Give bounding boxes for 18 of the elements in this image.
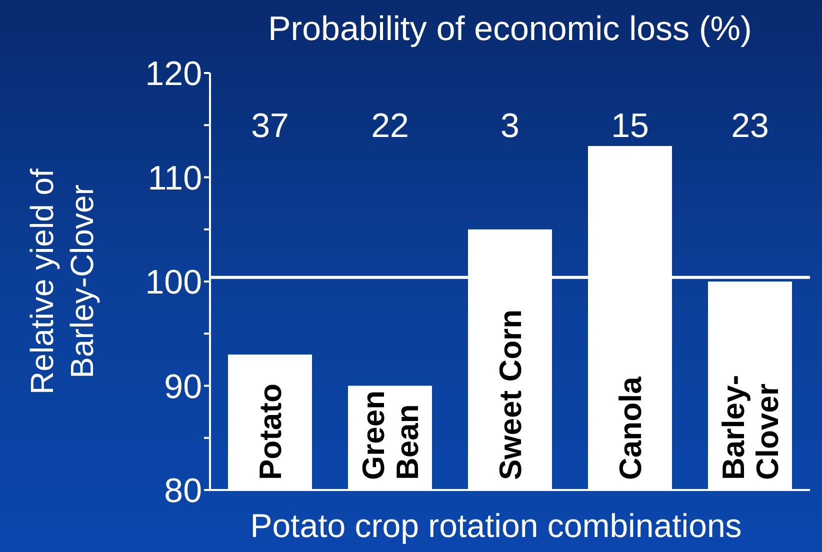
annotation: 37 <box>251 107 289 146</box>
y-axis-title: Relative yield of Barley-Clover <box>24 168 100 394</box>
x-tick-label: Barley-Clover <box>716 374 785 480</box>
y-tick-label: 100 <box>145 264 202 302</box>
chart-title: Probability of economic loss (%) <box>267 10 753 49</box>
annotation: 23 <box>731 107 769 146</box>
x-tick-label: Green Bean <box>356 390 425 480</box>
y-tick-label: 80 <box>164 472 202 510</box>
annotation: 15 <box>611 107 649 146</box>
annotation: 22 <box>371 107 409 146</box>
x-tick-label: Sweet Corn <box>493 309 528 480</box>
annotation: 3 <box>500 107 520 146</box>
y-tick-label: 110 <box>148 159 202 198</box>
y-tick-label: 120 <box>145 55 202 94</box>
x-axis-title: Potato crop rotation combinations <box>250 507 742 544</box>
x-tick-label: Canola <box>613 376 648 480</box>
x-tick-label: Potato <box>253 384 288 480</box>
y-tick-label: 90 <box>164 368 202 406</box>
